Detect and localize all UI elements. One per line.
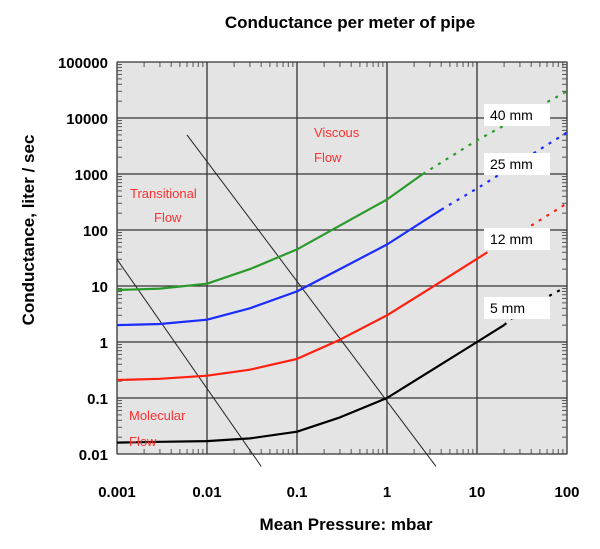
series-label-box [484,228,550,250]
series-extrapolation-40mm [422,90,568,175]
y-tick-label: 100000 [58,55,108,72]
x-tick-label: 0.1 [287,484,308,501]
series-label-box [484,153,550,175]
y-tick-label: 0.01 [79,447,108,464]
x-axis-label: Mean Pressure: mbar [260,515,433,534]
y-axis-label: Conductance, liter / sec [19,135,38,326]
series-label: 12 mm [490,231,533,247]
transitional-label-1: Transitional [130,186,197,201]
series-label: 40 mm [490,107,533,123]
viscous-label-2: Flow [314,150,342,165]
chart-title: Conductance per meter of pipe [225,13,475,32]
y-tick-label: 1 [100,335,108,352]
series-label: 25 mm [490,156,533,172]
x-tick-label: 0.001 [98,484,136,501]
series-line-5mm [116,324,505,444]
viscous-label-1: Viscous [314,125,360,140]
transitional-label-2: Flow [154,210,182,225]
y-tick-label: 10 [91,279,108,296]
x-tick-label: 1 [383,484,391,501]
x-tick-label: 100 [554,484,579,501]
y-tick-label: 1000 [75,167,108,184]
series-label-box [484,297,550,319]
y-tick-label: 100 [83,223,108,240]
series-line-40mm [116,173,424,292]
x-tick-label: 0.01 [192,484,221,501]
molecular-label-1: Molecular [129,408,186,423]
molecular-label-2: Flow [129,434,157,449]
series-line-25mm [116,208,442,327]
flow-boundary-line [186,134,437,467]
plot-area [116,61,568,455]
y-tick-label: 10000 [66,111,108,128]
y-tick-label: 0.1 [87,391,108,408]
flow-boundary-line [116,259,262,467]
series-label-box [484,104,550,126]
series-label: 5 mm [490,300,525,316]
series-line-12mm [116,251,488,382]
x-tick-label: 10 [469,484,486,501]
